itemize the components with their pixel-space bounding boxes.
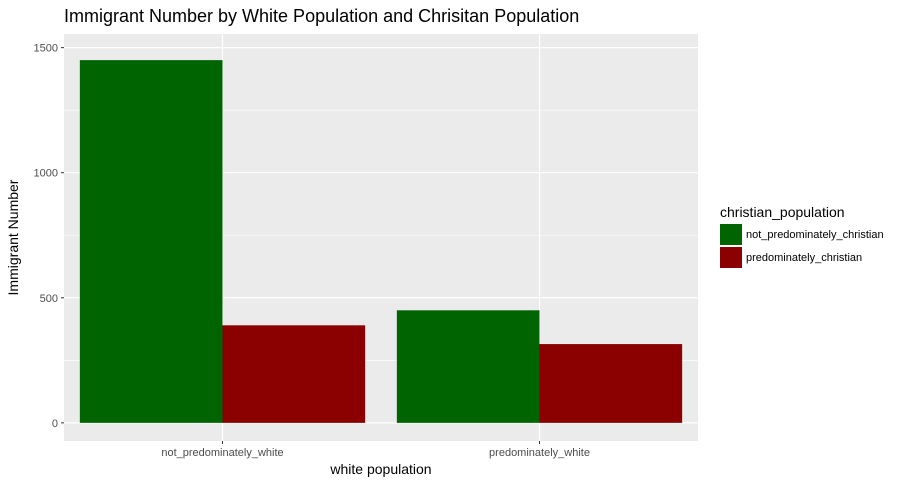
chart-title: Immigrant Number by White Population and…: [64, 6, 579, 26]
y-tick-label: 0: [52, 418, 58, 430]
y-tick-label: 500: [40, 293, 58, 305]
legend: christian_population not_predominately_c…: [720, 204, 884, 268]
x-tick-label: predominately_white: [489, 447, 590, 459]
bar-predominately_christian-not_predominately_white: [222, 325, 366, 423]
bar-not_predominately_christian-predominately_white: [396, 310, 540, 423]
y-tick-label: 1500: [34, 43, 58, 55]
bar-predominately_christian-predominately_white: [539, 344, 683, 423]
legend-label: not_predominately_christian: [746, 229, 884, 241]
legend-key-not_predominately_christian: [720, 224, 742, 245]
legend-key-predominately_christian: [720, 247, 742, 268]
legend-label: predominately_christian: [746, 252, 862, 264]
bar-not_predominately_christian-not_predominately_white: [79, 60, 223, 423]
legend-title: christian_population: [720, 204, 845, 220]
bars: [79, 60, 683, 423]
x-axis: not_predominately_white predominately_whi…: [161, 441, 590, 459]
y-axis: 0 500 1000 1500: [34, 43, 64, 430]
y-axis-title: Immigrant Number: [5, 179, 21, 295]
x-axis-title: white population: [329, 461, 431, 477]
x-tick-label: not_predominately_white: [161, 447, 283, 459]
y-tick-label: 1000: [34, 168, 58, 180]
